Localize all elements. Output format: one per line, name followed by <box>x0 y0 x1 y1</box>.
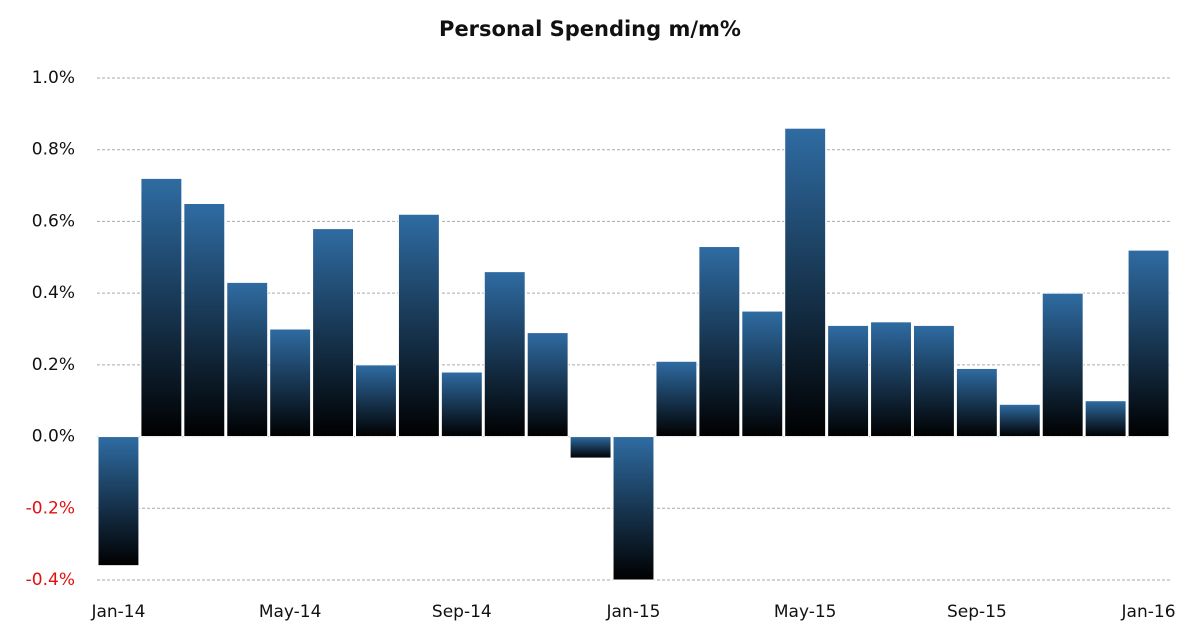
y-tick-label: 1.0% <box>32 68 75 88</box>
bar <box>784 127 827 438</box>
bar <box>355 364 397 438</box>
bar <box>1084 400 1127 438</box>
bar <box>483 271 526 438</box>
y-tick-label: 0.4% <box>32 283 75 303</box>
bar <box>1127 249 1170 438</box>
bar <box>612 436 655 581</box>
bar <box>312 228 355 438</box>
y-tick-label: -0.4% <box>26 570 75 590</box>
bar <box>1041 292 1084 438</box>
x-tick-label: Jan-14 <box>90 602 145 622</box>
x-tick-label: Jan-15 <box>606 602 661 622</box>
bar <box>397 213 440 438</box>
bar <box>655 360 698 438</box>
bar <box>97 436 140 567</box>
bar <box>269 328 312 438</box>
bar <box>870 321 912 438</box>
y-tick-label: 0.6% <box>32 211 75 231</box>
y-tick-label: 0.2% <box>32 355 75 375</box>
bar <box>955 367 998 438</box>
x-tick-label: May-15 <box>774 602 837 622</box>
y-tick-label: -0.2% <box>26 498 75 518</box>
bar <box>912 324 955 438</box>
x-tick-label: Sep-15 <box>947 602 1007 622</box>
bar <box>827 324 870 438</box>
bar <box>698 246 741 438</box>
bar <box>998 403 1041 438</box>
bar <box>226 281 269 438</box>
x-tick-label: May-14 <box>259 602 322 622</box>
x-tick-label: Jan-16 <box>1121 602 1176 622</box>
y-tick-label: 0.0% <box>32 427 75 447</box>
bar <box>741 310 784 438</box>
x-tick-label: Sep-14 <box>432 602 492 622</box>
bar <box>526 332 569 438</box>
chart-title: Personal Spending m/m% <box>439 17 741 41</box>
bar <box>440 371 483 438</box>
bar <box>183 203 226 438</box>
bar <box>569 436 612 459</box>
bar <box>140 177 183 438</box>
y-tick-label: 0.8% <box>32 140 75 160</box>
